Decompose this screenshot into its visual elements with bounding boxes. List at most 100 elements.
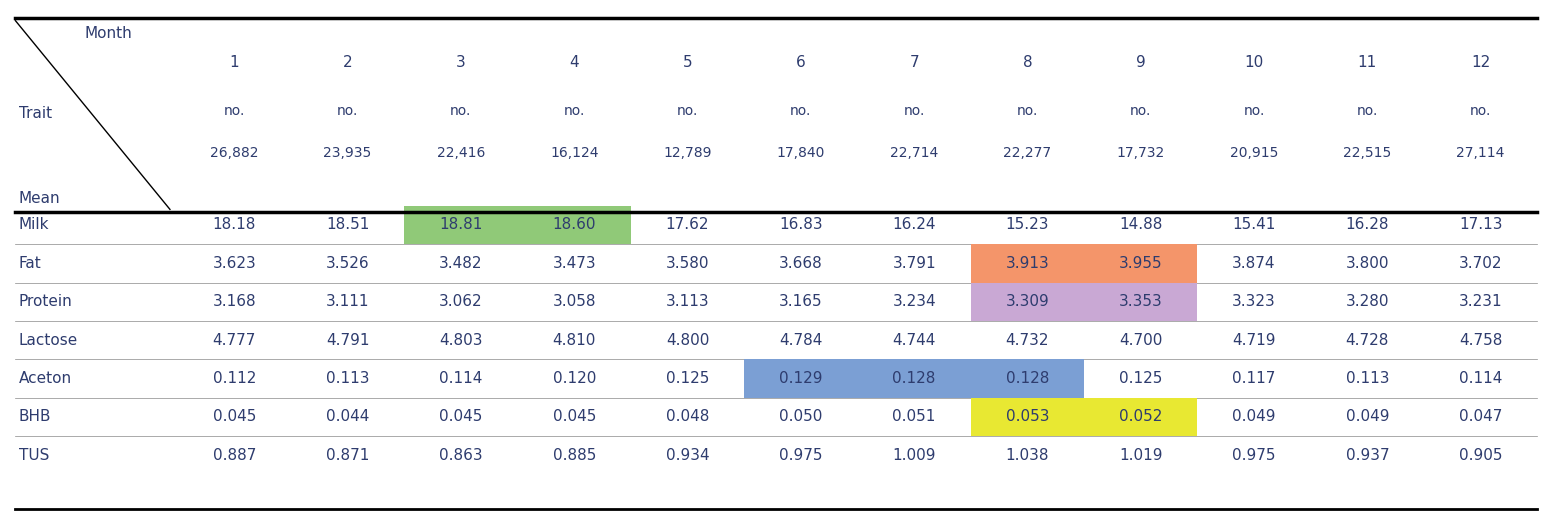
Text: 17,732: 17,732 [1117,145,1165,160]
Text: 18.18: 18.18 [213,217,256,233]
Text: no.: no. [1129,104,1151,118]
Text: 3.165: 3.165 [779,294,822,309]
Text: 4: 4 [570,54,579,70]
Text: no.: no. [1469,104,1491,118]
Text: 3.168: 3.168 [213,294,256,309]
Text: 4.800: 4.800 [666,332,709,347]
FancyBboxPatch shape [1085,398,1197,436]
Text: 1.038: 1.038 [1006,448,1049,463]
Text: 12: 12 [1471,54,1491,70]
Text: 0.053: 0.053 [1006,409,1049,424]
Text: 4.803: 4.803 [439,332,482,347]
Text: no.: no. [337,104,358,118]
Text: 4.784: 4.784 [779,332,822,347]
Text: 0.937: 0.937 [1346,448,1389,463]
Text: 0.128: 0.128 [893,371,936,386]
Text: 4.791: 4.791 [326,332,369,347]
Text: 0.975: 0.975 [779,448,822,463]
Text: 2: 2 [343,54,352,70]
Text: 3.058: 3.058 [553,294,596,309]
Text: 4.758: 4.758 [1458,332,1502,347]
Text: 23,935: 23,935 [323,145,372,160]
Text: 6: 6 [796,54,805,70]
Text: no.: no. [1244,104,1265,118]
Text: 0.113: 0.113 [326,371,369,386]
Text: 4.700: 4.700 [1119,332,1162,347]
Text: no.: no. [450,104,471,118]
Text: 22,416: 22,416 [437,145,485,160]
Text: 0.114: 0.114 [439,371,482,386]
Text: 0.871: 0.871 [326,448,369,463]
Text: 17,840: 17,840 [777,145,825,160]
FancyBboxPatch shape [970,359,1085,398]
Text: 0.975: 0.975 [1233,448,1276,463]
Text: 17.13: 17.13 [1458,217,1502,233]
Text: 0.905: 0.905 [1458,448,1502,463]
Text: 0.887: 0.887 [213,448,256,463]
Text: 0.045: 0.045 [553,409,596,424]
FancyBboxPatch shape [1085,244,1197,282]
Text: 15.41: 15.41 [1233,217,1276,233]
Text: 3.580: 3.580 [666,256,709,271]
Text: 1.009: 1.009 [893,448,936,463]
Text: 0.114: 0.114 [1458,371,1502,386]
Text: 0.117: 0.117 [1233,371,1276,386]
Text: 0.049: 0.049 [1346,409,1389,424]
Text: 3.309: 3.309 [1006,294,1049,309]
Text: Fat: Fat [19,256,42,271]
Text: 0.863: 0.863 [439,448,482,463]
Text: 22,714: 22,714 [890,145,938,160]
Text: 15.23: 15.23 [1006,217,1049,233]
Text: 0.045: 0.045 [213,409,256,424]
Text: 3.231: 3.231 [1458,294,1502,309]
Text: 3.234: 3.234 [893,294,936,309]
Text: 4.744: 4.744 [893,332,936,347]
Text: 3.323: 3.323 [1233,294,1276,309]
FancyBboxPatch shape [970,244,1085,282]
Text: 3.062: 3.062 [439,294,482,309]
FancyBboxPatch shape [405,206,518,244]
Text: 22,277: 22,277 [1003,145,1052,160]
Text: 3.353: 3.353 [1119,294,1162,309]
Text: 22,515: 22,515 [1343,145,1392,160]
Text: Lactose: Lactose [19,332,77,347]
Text: 18.51: 18.51 [326,217,369,233]
Text: 16.28: 16.28 [1346,217,1389,233]
Text: BHB: BHB [19,409,51,424]
Text: Milk: Milk [19,217,49,233]
Text: 0.113: 0.113 [1346,371,1389,386]
Text: 3.800: 3.800 [1346,256,1389,271]
Text: 3.623: 3.623 [213,256,256,271]
Text: 9: 9 [1136,54,1145,70]
Text: 3.113: 3.113 [666,294,709,309]
Text: no.: no. [1357,104,1378,118]
FancyBboxPatch shape [1085,282,1197,321]
Text: Mean: Mean [19,191,60,206]
Text: 3.702: 3.702 [1458,256,1502,271]
Text: 0.052: 0.052 [1119,409,1162,424]
Text: 3.482: 3.482 [439,256,482,271]
Text: 16,124: 16,124 [550,145,598,160]
Text: 4.732: 4.732 [1006,332,1049,347]
Text: no.: no. [904,104,925,118]
Text: 4.719: 4.719 [1233,332,1276,347]
Text: 17.62: 17.62 [666,217,709,233]
Text: no.: no. [677,104,698,118]
FancyBboxPatch shape [745,359,857,398]
FancyBboxPatch shape [970,282,1085,321]
Text: 0.120: 0.120 [553,371,596,386]
Text: 0.050: 0.050 [779,409,822,424]
Text: 16.83: 16.83 [779,217,822,233]
FancyBboxPatch shape [857,359,970,398]
Text: 12,789: 12,789 [663,145,712,160]
Text: Trait: Trait [19,106,51,121]
Text: 3.111: 3.111 [326,294,369,309]
Text: 3.526: 3.526 [326,256,369,271]
Text: 10: 10 [1244,54,1264,70]
Text: 0.125: 0.125 [1119,371,1162,386]
Text: 14.88: 14.88 [1119,217,1162,233]
Text: 0.045: 0.045 [439,409,482,424]
Text: 4.728: 4.728 [1346,332,1389,347]
Text: 4.777: 4.777 [213,332,256,347]
Text: 7: 7 [910,54,919,70]
